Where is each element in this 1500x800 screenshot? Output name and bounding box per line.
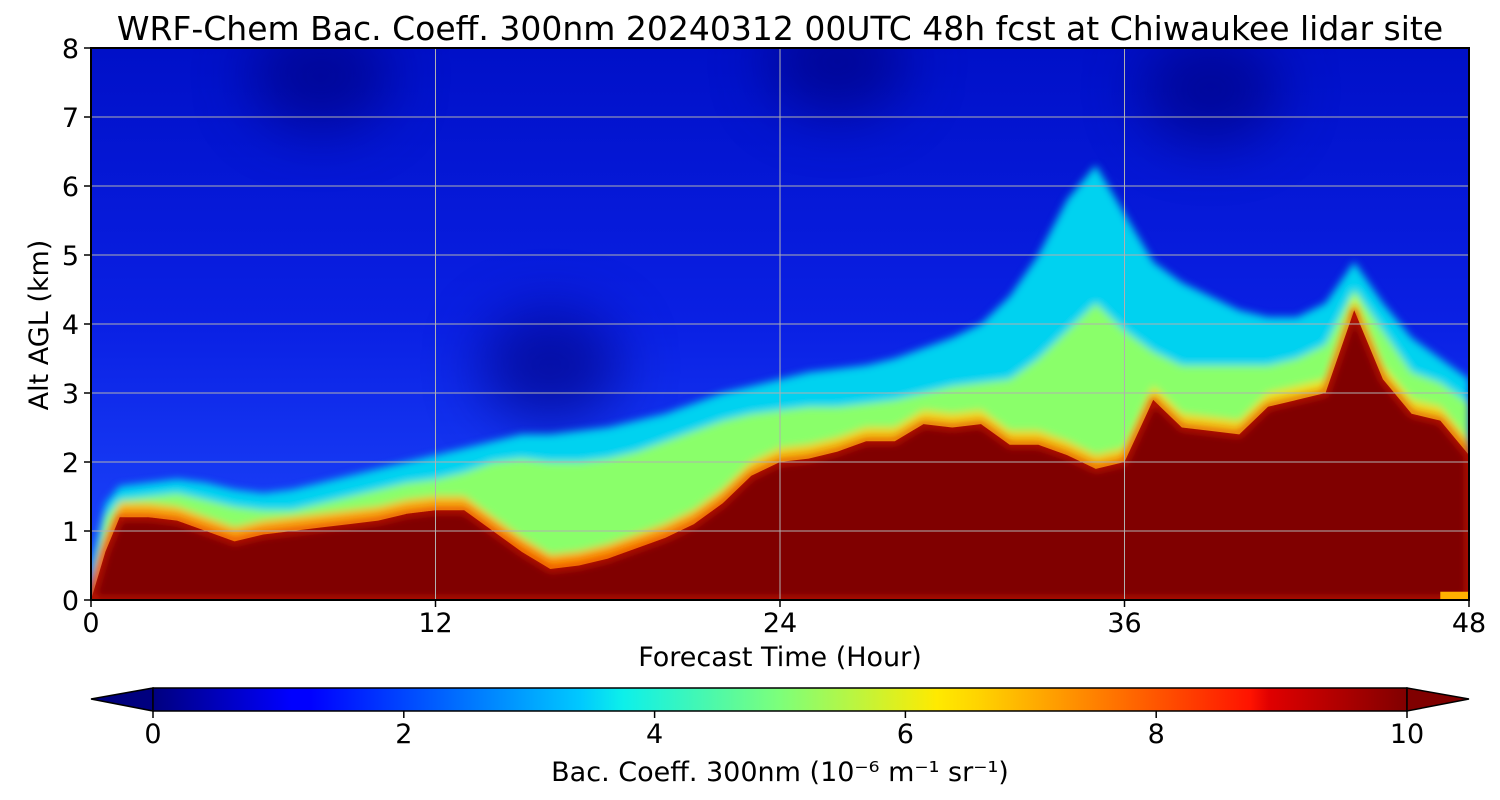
y-tick-label: 4 (62, 310, 79, 341)
y-axis: 0 1 2 3 4 5 6 7 8 (62, 34, 91, 617)
x-axis: 0 12 24 36 48 (82, 600, 1486, 639)
x-tick-label: 48 (1452, 608, 1486, 639)
low-value-region (480, 310, 621, 421)
low-value-region (250, 48, 391, 131)
colorbar-tick-label: 4 (646, 719, 663, 750)
y-tick-label: 5 (62, 241, 79, 272)
chart-title: WRF-Chem Bac. Coeff. 300nm 20240312 00UT… (117, 9, 1443, 48)
colorbar-label-quantity: Bac. Coeff. 300nm (551, 757, 801, 788)
x-tick-label: 12 (418, 608, 452, 639)
y-axis-label: Alt AGL (km) (24, 240, 55, 411)
colorbar-label: Bac. Coeff. 300nm (10⁻⁶ m⁻¹ sr⁻¹) (551, 757, 1009, 788)
grid-lines (91, 48, 1469, 600)
colorbar-label-units: (10⁻⁶ m⁻¹ sr⁻¹) (810, 757, 1009, 788)
y-tick-label: 8 (62, 34, 79, 65)
x-tick-label: 24 (763, 608, 797, 639)
surface-plume (1440, 591, 1469, 600)
y-tick-label: 1 (62, 517, 79, 548)
colorbar-body (152, 687, 1408, 712)
x-tick-label: 36 (1107, 608, 1141, 639)
colorbar-tick-label: 6 (897, 719, 914, 750)
x-tick-label: 0 (82, 608, 99, 639)
y-tick-label: 7 (62, 103, 79, 134)
y-tick-label: 3 (62, 379, 79, 410)
colorbar-tick-label: 0 (144, 719, 161, 750)
plot-area (91, 48, 1469, 600)
colorbar-extend-high (1406, 687, 1470, 712)
colorbar-extend-low (90, 687, 154, 712)
colorbar-tick-label: 8 (1148, 719, 1165, 750)
colorbar: 0 2 4 6 8 10 Bac. Coeff. 300nm (10⁻⁶ m⁻¹ sr⁻¹… (90, 687, 1470, 788)
low-value-region (1140, 48, 1281, 145)
y-tick-label: 6 (62, 172, 79, 203)
colorbar-tick-label: 10 (1390, 719, 1424, 750)
dense-layer-edge (91, 304, 1469, 600)
y-tick-label: 0 (62, 586, 79, 617)
colorbar-tick-label: 2 (395, 719, 412, 750)
y-tick-label: 2 (62, 448, 79, 479)
x-axis-label: Forecast Time (Hour) (638, 642, 922, 673)
low-value-region (767, 48, 908, 117)
colorbar-ticks: 0 2 4 6 8 10 (144, 711, 1424, 750)
